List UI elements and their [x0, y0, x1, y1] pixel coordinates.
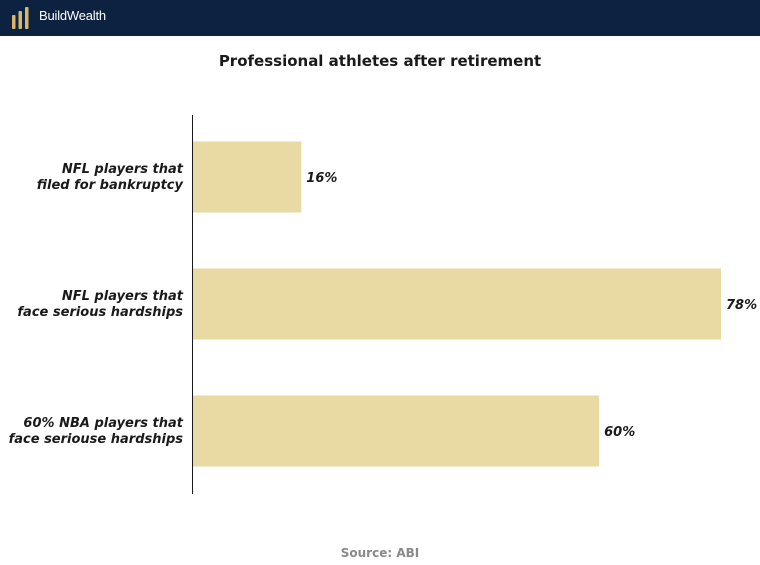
- value-label-3: 60%: [604, 425, 635, 440]
- bar-1: [193, 141, 302, 213]
- header-bar: BuildWealth: [0, 0, 760, 36]
- chart-title: Professional athletes after retirement: [218, 52, 542, 70]
- brand-name[interactable]: BuildWealth: [39, 8, 106, 23]
- category-label-3: 60% NBA players that face seriouse hardsh…: [9, 416, 184, 447]
- bar-2: [193, 268, 721, 340]
- source-note: Source: ABI: [340, 546, 420, 560]
- bar-3: [193, 395, 600, 467]
- bar-logo-icon: [12, 7, 29, 29]
- value-label-1: 16%: [306, 171, 337, 186]
- category-label-2: NFL players that face serious hardships: [17, 289, 183, 320]
- value-label-2: 78%: [726, 298, 757, 313]
- category-label-1: NFL players that filed for bankruptcy: [37, 162, 184, 193]
